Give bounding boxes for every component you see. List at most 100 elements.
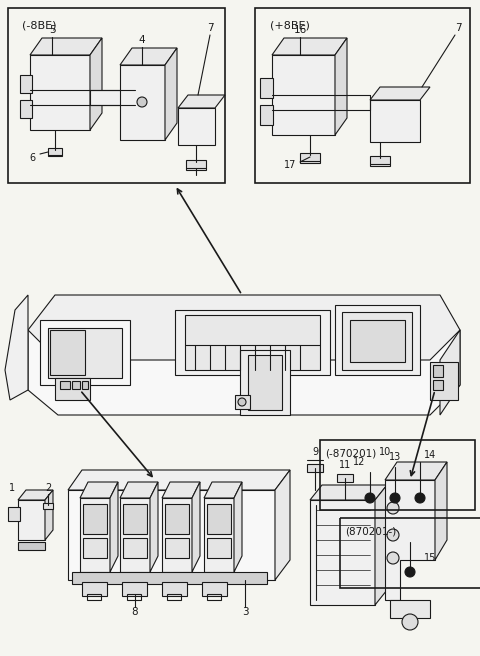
Circle shape [390, 493, 400, 503]
Circle shape [415, 493, 425, 503]
Bar [48, 328, 122, 378]
Bar [122, 582, 147, 596]
Polygon shape [162, 498, 192, 572]
Text: 10: 10 [379, 447, 391, 457]
Polygon shape [435, 462, 447, 560]
Bar [123, 504, 147, 534]
Circle shape [402, 614, 418, 630]
Polygon shape [28, 330, 460, 415]
Bar [50, 330, 85, 375]
Polygon shape [390, 600, 430, 618]
Circle shape [387, 502, 399, 514]
Polygon shape [165, 48, 177, 140]
Polygon shape [30, 55, 90, 130]
Polygon shape [335, 305, 420, 375]
Bar [430, 362, 458, 400]
Bar [72, 381, 80, 389]
Bar [186, 160, 206, 170]
Polygon shape [90, 38, 102, 130]
Bar [307, 464, 323, 472]
Text: (+8BE): (+8BE) [270, 20, 310, 30]
Polygon shape [370, 87, 430, 100]
Bar [20, 100, 32, 118]
Polygon shape [385, 462, 447, 480]
Polygon shape [120, 498, 150, 572]
Bar [235, 395, 250, 409]
Polygon shape [310, 500, 375, 605]
Bar [248, 355, 282, 410]
Polygon shape [240, 350, 290, 415]
Polygon shape [120, 48, 177, 65]
Bar [72, 572, 267, 584]
Polygon shape [310, 485, 387, 500]
Bar [340, 518, 480, 588]
Text: 17: 17 [284, 160, 296, 170]
Polygon shape [192, 482, 200, 572]
Text: (870201-): (870201-) [345, 526, 396, 536]
Polygon shape [30, 38, 102, 55]
Polygon shape [5, 295, 28, 400]
Polygon shape [18, 490, 53, 500]
Bar [207, 504, 231, 534]
Bar [350, 320, 405, 362]
Bar [60, 381, 70, 389]
Bar [40, 320, 130, 385]
Polygon shape [28, 295, 460, 360]
Bar [260, 78, 273, 98]
Text: 4: 4 [139, 35, 145, 45]
Bar [433, 365, 443, 377]
Text: 13: 13 [389, 452, 401, 462]
Polygon shape [80, 482, 118, 498]
Text: (-8BE): (-8BE) [22, 20, 57, 30]
Polygon shape [175, 310, 330, 375]
Bar [255, 8, 470, 183]
Polygon shape [370, 100, 420, 142]
Bar [202, 582, 227, 596]
Circle shape [387, 552, 399, 564]
Circle shape [387, 529, 399, 541]
Bar [8, 8, 225, 183]
Polygon shape [204, 482, 242, 498]
Text: 15: 15 [424, 553, 436, 563]
Polygon shape [120, 65, 165, 140]
Polygon shape [272, 38, 347, 55]
Bar [342, 312, 412, 370]
Bar [123, 538, 147, 558]
Text: 8: 8 [132, 607, 138, 617]
Polygon shape [178, 95, 225, 108]
Circle shape [405, 567, 415, 577]
Bar [48, 148, 62, 156]
Bar [55, 378, 90, 400]
Bar [320, 440, 475, 510]
Circle shape [137, 97, 147, 107]
Polygon shape [162, 482, 200, 498]
Bar [167, 594, 181, 600]
Text: 11: 11 [339, 460, 351, 470]
Bar [20, 75, 32, 93]
Polygon shape [204, 498, 234, 572]
Bar [165, 538, 189, 558]
Text: 9: 9 [312, 447, 318, 457]
Bar [83, 504, 107, 534]
Polygon shape [90, 90, 135, 105]
Text: 16: 16 [293, 25, 307, 35]
Bar [260, 105, 273, 125]
Bar [300, 153, 320, 163]
Text: 6: 6 [29, 153, 35, 163]
Polygon shape [272, 55, 335, 135]
Bar [83, 538, 107, 558]
Circle shape [238, 398, 246, 406]
Bar [127, 594, 141, 600]
Text: (-870201): (-870201) [325, 448, 376, 458]
Bar [370, 156, 390, 166]
Bar [87, 594, 101, 600]
Polygon shape [385, 480, 435, 600]
Text: 2: 2 [45, 483, 51, 493]
Polygon shape [150, 482, 158, 572]
Polygon shape [18, 500, 45, 540]
Polygon shape [178, 108, 215, 145]
Polygon shape [80, 498, 110, 572]
Polygon shape [335, 38, 347, 135]
Bar [18, 542, 45, 550]
Polygon shape [234, 482, 242, 572]
